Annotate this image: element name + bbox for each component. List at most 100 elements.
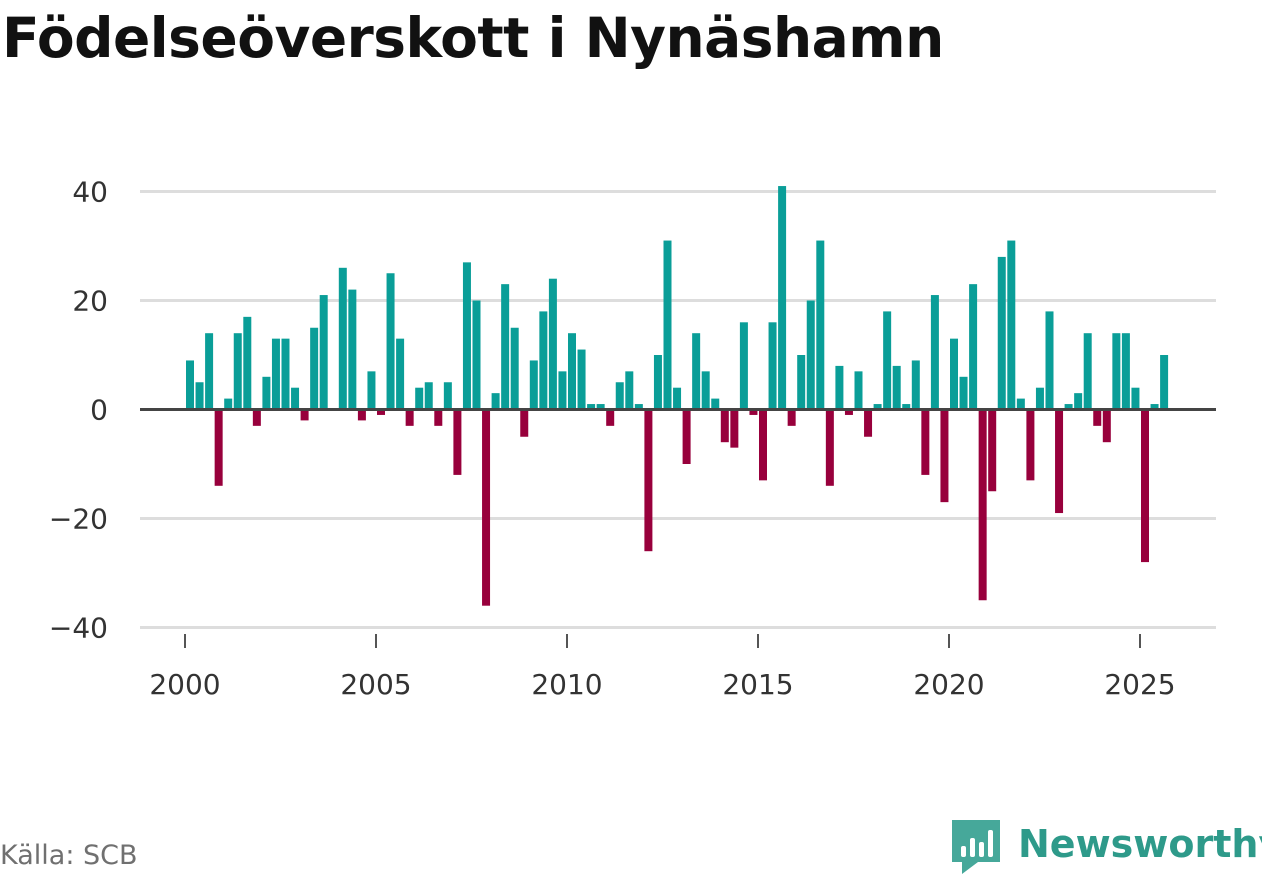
bar — [529, 360, 538, 410]
bar — [1121, 333, 1130, 410]
bar — [195, 382, 204, 410]
bar — [1131, 387, 1140, 410]
bar — [644, 409, 653, 552]
bar — [902, 404, 911, 410]
bar — [606, 409, 615, 426]
bar — [701, 371, 710, 410]
bar — [243, 316, 252, 410]
bar — [186, 360, 194, 410]
bar — [377, 409, 385, 415]
bar — [424, 382, 433, 410]
bar — [921, 409, 930, 475]
bar — [396, 338, 405, 410]
bar — [587, 404, 596, 410]
bar — [930, 295, 939, 410]
bar — [825, 409, 834, 486]
y-tick-label: 0 — [90, 394, 108, 427]
bar — [615, 382, 624, 410]
bar — [969, 284, 978, 410]
x-tick-label: 2020 — [913, 668, 984, 701]
bars-group — [186, 186, 1169, 606]
bar — [453, 409, 462, 475]
bar — [797, 355, 806, 410]
bar — [1141, 409, 1149, 563]
bar — [262, 376, 271, 410]
bar — [682, 409, 691, 464]
x-tick-label: 2000 — [149, 668, 220, 701]
bar — [510, 327, 519, 410]
grid-lines — [140, 190, 1216, 629]
bar — [520, 409, 529, 437]
x-axis: 2000 2005 2010 2015 2020 2025 — [149, 634, 1176, 701]
bar — [443, 382, 452, 410]
bar — [1064, 404, 1073, 410]
bar — [482, 409, 491, 606]
bar — [864, 409, 873, 437]
bar — [759, 409, 767, 481]
bar — [1055, 409, 1064, 514]
x-tick-label: 2010 — [531, 668, 602, 701]
bar — [291, 387, 300, 410]
bar — [1007, 240, 1016, 410]
bar — [1083, 333, 1092, 410]
bar — [491, 393, 500, 410]
bar — [844, 409, 853, 415]
bar — [205, 333, 214, 410]
bar — [720, 409, 729, 443]
chart-title: Födelseöverskott i Nynäshamn — [2, 6, 944, 70]
bar — [768, 322, 777, 410]
y-tick-label: 20 — [72, 285, 108, 318]
x-tick-label: 2025 — [1104, 668, 1175, 701]
bar — [434, 409, 443, 426]
bar — [959, 376, 968, 410]
bar — [281, 338, 290, 410]
brand-logo: Newsworthy — [950, 818, 1262, 878]
bar — [415, 387, 424, 410]
bar — [462, 262, 471, 410]
bar — [988, 409, 997, 492]
x-tick-label: 2015 — [722, 668, 793, 701]
bar — [892, 365, 901, 410]
bar — [692, 333, 701, 410]
bar — [386, 273, 395, 410]
brand-name: Newsworthy — [1018, 822, 1262, 866]
bar — [1150, 404, 1159, 410]
bar — [1093, 409, 1102, 426]
bar — [472, 300, 481, 410]
x-tick-label: 2005 — [340, 668, 411, 701]
bar — [997, 256, 1006, 410]
bar — [950, 338, 958, 410]
bar — [739, 322, 748, 410]
bar — [787, 409, 796, 426]
bar — [367, 371, 376, 410]
bar — [1160, 355, 1169, 410]
bar — [835, 365, 844, 410]
bar — [634, 404, 643, 410]
bar — [1102, 409, 1111, 443]
bar — [1016, 398, 1025, 410]
bar — [548, 278, 557, 410]
bar — [1035, 387, 1044, 410]
bar — [300, 409, 309, 421]
bar — [940, 409, 949, 503]
bar — [568, 333, 576, 410]
bar — [405, 409, 414, 426]
y-axis: 40 20 0 −20 −40 — [49, 176, 108, 645]
bar — [778, 186, 787, 410]
bar — [663, 240, 672, 410]
bar — [711, 398, 720, 410]
bar — [310, 327, 319, 410]
bar — [816, 240, 825, 410]
bar — [338, 267, 347, 410]
bar — [357, 409, 366, 421]
bar — [673, 387, 682, 410]
bar — [596, 404, 605, 410]
bar — [1112, 333, 1121, 410]
bar — [806, 300, 815, 410]
bar — [873, 404, 882, 410]
bar — [911, 360, 920, 410]
bar — [224, 398, 233, 410]
bar — [730, 409, 739, 448]
bar — [319, 295, 328, 410]
bar — [271, 338, 280, 410]
